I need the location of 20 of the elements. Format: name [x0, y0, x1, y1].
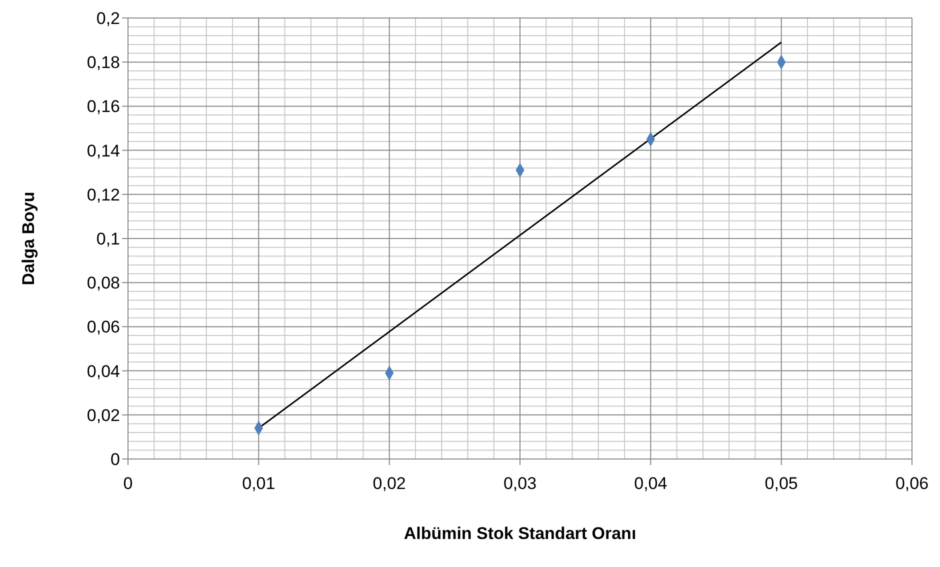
x-tick-label: 0,05: [764, 474, 798, 494]
y-tick-label: 0,12: [86, 185, 120, 204]
y-tick-label: 0,16: [86, 97, 120, 116]
x-tick-label: 0,04: [634, 474, 668, 494]
x-tick-label: 0,06: [895, 474, 929, 494]
y-tick-label: 0,18: [86, 53, 120, 72]
y-tick-label: 0,1: [96, 230, 120, 249]
x-tick-label: 0,02: [372, 474, 406, 494]
y-axis-title: Dalga Boyu: [19, 192, 38, 286]
y-tick-label: 0,2: [96, 9, 120, 28]
x-tick-label: 0,01: [242, 474, 276, 494]
x-tick-label: 0: [123, 474, 133, 494]
x-tick-label: 0,03: [503, 474, 537, 494]
y-tick-label: 0,04: [86, 362, 120, 381]
y-tick-label: 0: [110, 450, 120, 470]
x-axis-title: Albümin Stok Standart Oranı: [404, 524, 636, 543]
y-tick-label: 0,06: [86, 318, 120, 337]
y-tick-label: 0,08: [86, 274, 120, 293]
y-tick-label: 0,14: [86, 141, 120, 160]
y-tick-label: 0,02: [86, 406, 120, 425]
